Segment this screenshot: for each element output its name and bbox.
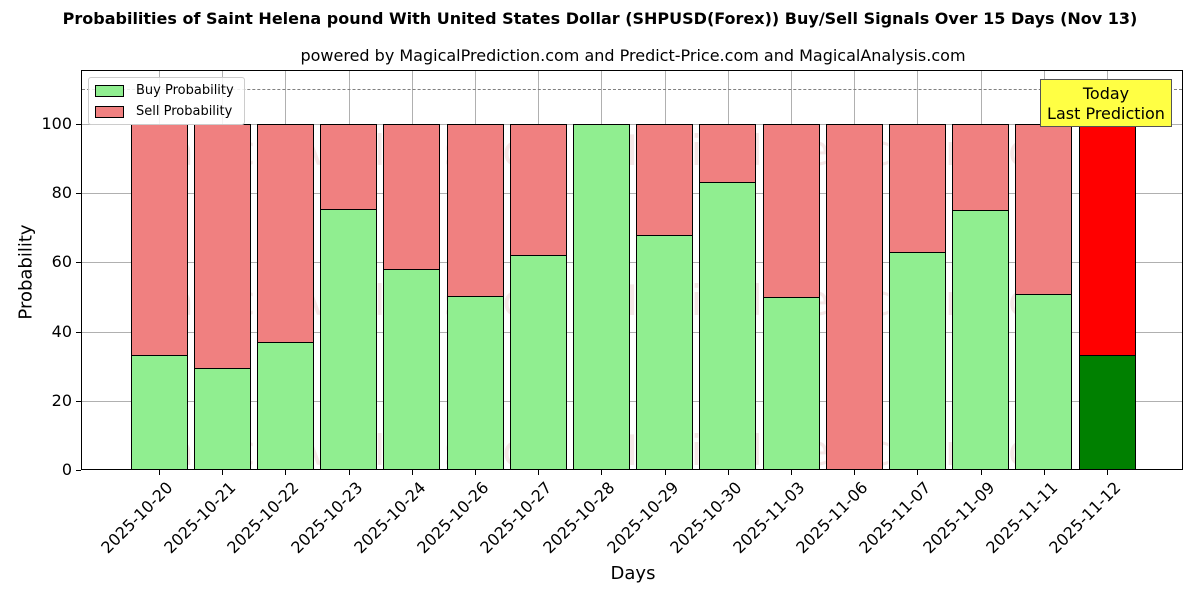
sell-bar xyxy=(383,124,441,271)
buy-bar xyxy=(509,255,567,469)
annotation-line-2: Last Prediction xyxy=(1047,104,1165,123)
plot-area: MagicalAnalysis.comMagicalPrediction.com… xyxy=(81,70,1183,470)
sell-swatch-icon xyxy=(95,105,124,118)
grid-line-horizontal xyxy=(82,193,1182,195)
sell-bar xyxy=(888,124,946,254)
sell-bar xyxy=(446,124,504,297)
x-tick-mark xyxy=(411,470,413,475)
y-tick-label: 100 xyxy=(41,114,72,133)
buy-bar xyxy=(888,252,946,469)
legend-sell-label: Sell Probability xyxy=(136,104,233,119)
x-tick-mark xyxy=(159,470,160,475)
buy-bar xyxy=(699,182,757,469)
y-tick-mark xyxy=(76,124,81,125)
sell-bar xyxy=(193,124,251,369)
buy-bar xyxy=(446,295,504,469)
grid-line-horizontal xyxy=(82,262,1182,264)
y-tick-label: 40 xyxy=(51,321,72,341)
sell-bar xyxy=(762,124,820,298)
x-tick-mark xyxy=(538,470,540,475)
legend-buy-label: Buy Probability xyxy=(136,83,234,98)
sell-bar xyxy=(1015,124,1073,295)
sell-bar xyxy=(699,124,757,184)
y-tick-mark xyxy=(76,470,81,471)
buy-bar xyxy=(256,341,314,469)
sell-bar xyxy=(952,124,1010,212)
reference-line xyxy=(82,89,1182,91)
buy-bar xyxy=(636,234,694,469)
today-annotation: Today Last Prediction xyxy=(1040,79,1172,127)
grid-line-horizontal xyxy=(82,124,1182,125)
x-tick-mark xyxy=(727,470,729,475)
legend-item-sell: Sell Probability xyxy=(95,104,232,119)
x-tick-mark xyxy=(348,470,350,475)
sell-bar xyxy=(825,124,883,469)
x-tick-mark xyxy=(475,470,476,475)
buy-swatch-icon xyxy=(95,84,124,97)
x-tick-mark xyxy=(664,470,666,475)
buy-bar xyxy=(320,209,378,469)
y-tick-label: 80 xyxy=(51,183,72,203)
x-tick-mark xyxy=(854,470,856,475)
y-tick-mark xyxy=(76,331,81,333)
buy-bar xyxy=(762,297,820,469)
buy-bar xyxy=(130,355,188,469)
sell-bar xyxy=(256,124,314,343)
x-tick-mark xyxy=(222,470,224,475)
chart-title: Probabilities of Saint Helena pound With… xyxy=(62,9,1138,28)
sell-bar xyxy=(130,124,188,357)
legend-item-buy: Buy Probability xyxy=(95,83,234,98)
y-axis-label: Probability xyxy=(15,224,37,320)
sell-bar xyxy=(636,124,694,236)
buy-bar xyxy=(383,269,441,469)
chart-subtitle: powered by MagicalPrediction.com and Pre… xyxy=(300,46,966,65)
x-axis-label: Days xyxy=(610,563,656,584)
buy-bar xyxy=(1078,354,1136,469)
sell-bar xyxy=(320,124,378,211)
legend: Buy Probability Sell Probability xyxy=(88,77,245,125)
x-tick-mark xyxy=(601,470,603,475)
buy-bar xyxy=(1015,293,1073,469)
x-tick-mark xyxy=(980,470,982,475)
buy-bar xyxy=(193,367,251,469)
buy-bar xyxy=(572,124,630,469)
grid-line-horizontal xyxy=(82,331,1182,333)
x-tick-mark xyxy=(1107,470,1108,475)
grid-line-horizontal xyxy=(82,400,1182,402)
annotation-line-1: Today xyxy=(1082,84,1130,103)
x-tick-mark xyxy=(791,470,792,475)
y-tick-label: 20 xyxy=(51,390,72,410)
x-tick-mark xyxy=(285,470,287,475)
y-tick-label: 0 xyxy=(61,460,72,479)
y-tick-mark xyxy=(76,193,81,195)
x-tick-mark xyxy=(1043,470,1045,475)
x-tick-mark xyxy=(917,470,919,475)
y-tick-mark xyxy=(76,262,81,264)
y-tick-mark xyxy=(76,400,81,402)
sell-bar xyxy=(1078,124,1136,356)
y-tick-label: 60 xyxy=(51,252,72,272)
buy-bar xyxy=(952,210,1010,469)
sell-bar xyxy=(509,124,567,257)
